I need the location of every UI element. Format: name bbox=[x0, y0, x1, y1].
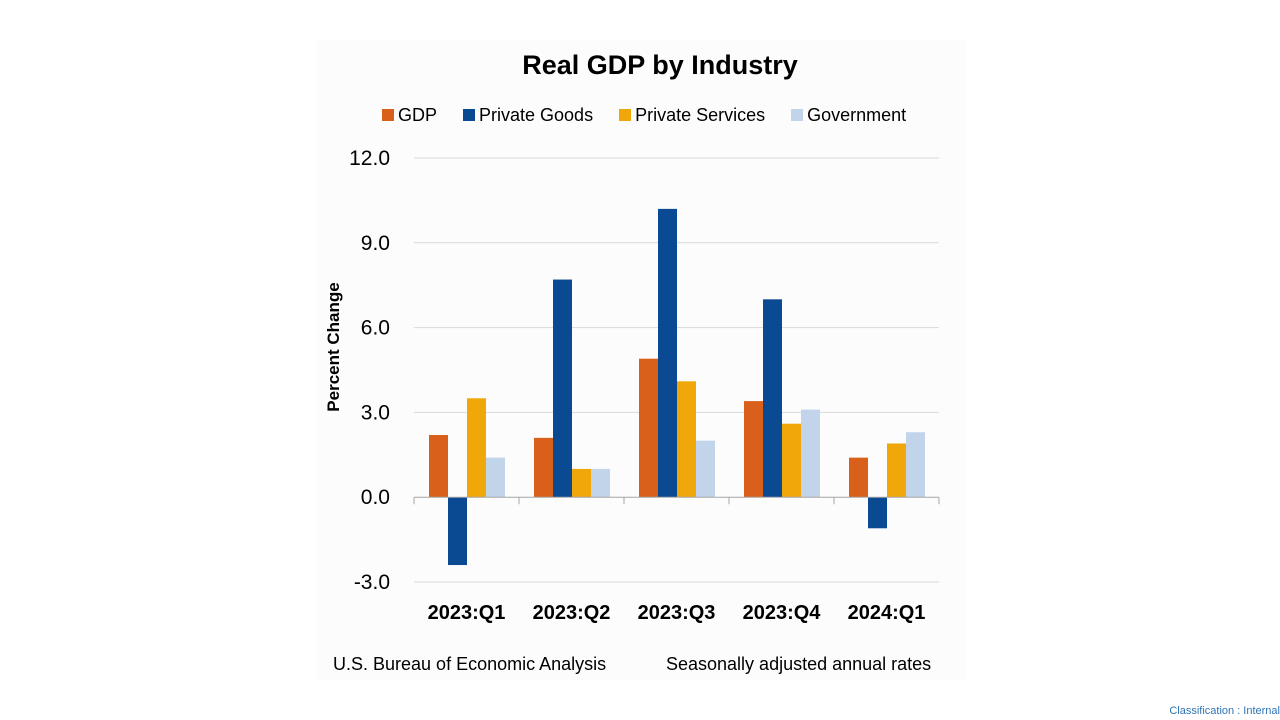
x-tick-label: 2023:Q4 bbox=[743, 602, 822, 624]
bar-government bbox=[696, 440, 715, 498]
bar-government bbox=[591, 468, 610, 498]
legend-item-gdp: GDP bbox=[382, 105, 437, 126]
legend-label: GDP bbox=[398, 104, 438, 125]
chart-legend: GDP Private Goods Private Services Gover… bbox=[382, 103, 932, 127]
chart-title: Real GDP by Industry bbox=[522, 50, 798, 80]
y-tick-label: -3.0 bbox=[354, 571, 390, 594]
bar-gdp bbox=[849, 457, 868, 498]
y-tick-label: 3.0 bbox=[361, 401, 390, 424]
bar-government bbox=[801, 409, 820, 498]
legend-label: Government bbox=[807, 104, 907, 125]
bar-private-goods bbox=[763, 299, 782, 498]
x-tick-label: 2023:Q1 bbox=[428, 602, 506, 624]
x-tick-label: 2023:Q2 bbox=[533, 602, 611, 624]
bar-private-services bbox=[572, 468, 591, 498]
legend-item-private-goods: Private Goods bbox=[463, 105, 593, 126]
x-tick-label: 2023:Q3 bbox=[638, 602, 716, 624]
bar-government bbox=[486, 457, 505, 498]
bar-private-services bbox=[467, 398, 486, 498]
source-note: U.S. Bureau of Economic Analysis bbox=[333, 654, 607, 674]
bar-private-goods bbox=[553, 279, 572, 498]
bar-private-services bbox=[887, 443, 906, 498]
bar-government bbox=[906, 432, 925, 498]
y-tick-label: 9.0 bbox=[361, 232, 390, 255]
legend-item-private-services: Private Services bbox=[619, 105, 765, 126]
legend-swatch bbox=[463, 109, 476, 121]
bar-private-goods bbox=[658, 208, 677, 498]
legend-item-government: Government bbox=[791, 105, 906, 126]
legend-swatch bbox=[382, 109, 394, 121]
y-tick-label: 0.0 bbox=[361, 486, 390, 509]
legend-label: Private Goods bbox=[479, 104, 594, 125]
x-tick-label: 2024:Q1 bbox=[848, 602, 926, 624]
bar-private-goods bbox=[448, 497, 467, 566]
bar-gdp bbox=[639, 358, 658, 498]
legend-label: Private Services bbox=[635, 104, 766, 125]
bar-gdp bbox=[534, 437, 553, 498]
bar-private-services bbox=[782, 423, 801, 498]
classification-label: Classification : Internal bbox=[1169, 705, 1280, 717]
y-tick-label: 6.0 bbox=[361, 317, 390, 340]
bar-private-services bbox=[677, 381, 696, 498]
legend-swatch bbox=[619, 109, 632, 121]
y-tick-label: 12.0 bbox=[349, 147, 390, 170]
legend-swatch bbox=[791, 109, 804, 121]
bar-private-goods bbox=[868, 497, 887, 529]
rates-note: Seasonally adjusted annual rates bbox=[666, 654, 932, 674]
bar-gdp bbox=[429, 435, 448, 498]
bar-gdp bbox=[744, 401, 763, 498]
